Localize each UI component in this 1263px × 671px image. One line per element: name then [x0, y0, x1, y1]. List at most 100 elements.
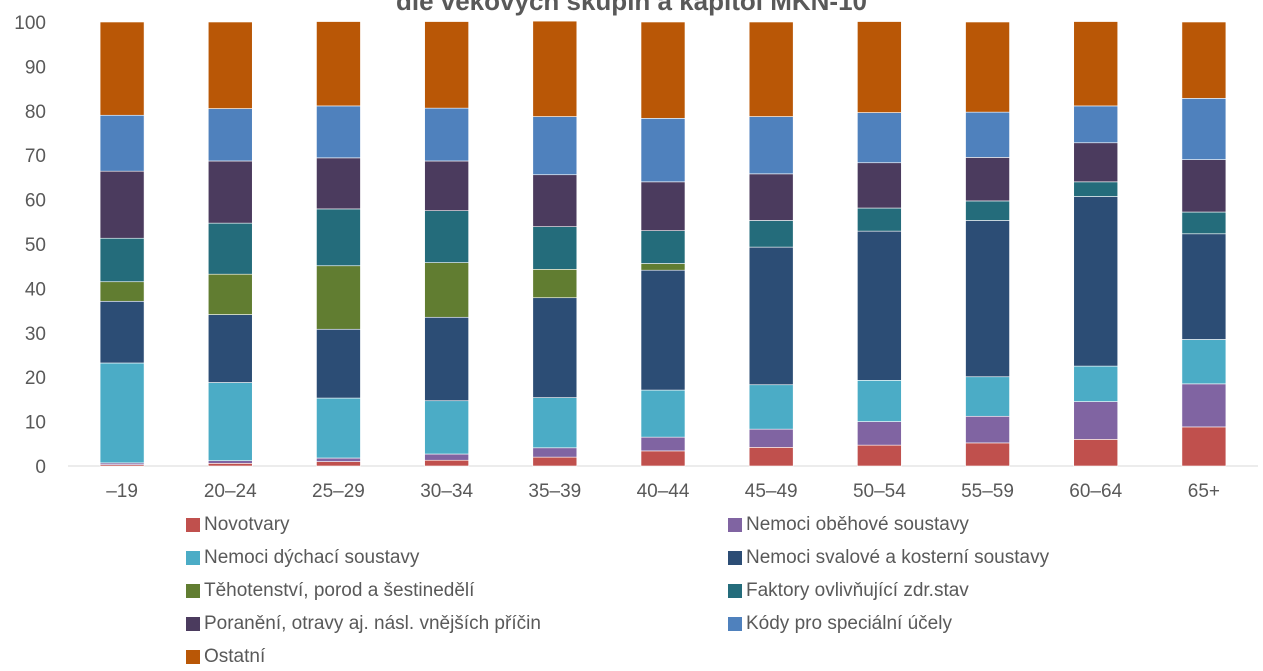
- y-tick-label: 40: [25, 279, 46, 300]
- legend-swatch: [186, 650, 200, 664]
- legend-swatch: [728, 551, 742, 565]
- bar-segment: [99, 21, 145, 116]
- bar-segment: [640, 450, 686, 467]
- bar-segment: [207, 160, 253, 224]
- bar-segment: [965, 157, 1010, 202]
- legend-swatch: [186, 518, 200, 532]
- bar-segment: [640, 436, 686, 452]
- bar-segment: [1073, 365, 1119, 402]
- bar-segment: [857, 421, 902, 446]
- bar-segment: [965, 442, 1010, 467]
- y-tick-label: 80: [25, 102, 46, 123]
- bar-segment: [748, 173, 794, 221]
- bar-segment: [316, 457, 361, 462]
- bar-segment: [1073, 181, 1119, 197]
- legend-label: Ostatní: [204, 646, 266, 667]
- bar-segment: [207, 463, 253, 467]
- bar-segment: [99, 170, 145, 239]
- y-tick-label: 100: [14, 13, 46, 34]
- y-tick-label: 60: [25, 191, 46, 212]
- bar-segment: [857, 230, 902, 381]
- legend-label: Poranění, otravy aj. násl. vnějších příč…: [204, 613, 541, 634]
- legend-label: Nemoci oběhové soustavy: [746, 514, 969, 535]
- y-axis-ticks: 0 10 20 30 40 50 60 70 80 90 100: [14, 13, 46, 478]
- x-tick-label: –19: [106, 481, 138, 502]
- bar-segment: [965, 21, 1010, 113]
- bar-segment: [99, 114, 145, 172]
- bar-segment: [532, 447, 578, 458]
- legend-label: Nemoci dýchací soustavy: [204, 547, 420, 568]
- bar-segment: [640, 118, 686, 183]
- bar-segment: [640, 21, 686, 119]
- bar-segment: [424, 107, 469, 162]
- bar-segment: [857, 112, 902, 164]
- bar-segment: [532, 226, 578, 270]
- bar-segment: [640, 181, 686, 231]
- bar-segment: [1181, 159, 1227, 213]
- y-tick-label: 30: [25, 324, 46, 345]
- x-axis-ticks: –19 20–24 25–29 30–34 35–39 40–44 45–49 50–54 55…: [106, 481, 1220, 502]
- bar-segment: [424, 262, 469, 318]
- legend-label: Novotvary: [204, 514, 290, 535]
- bar-segment: [532, 116, 578, 176]
- bar-segment: [207, 314, 253, 383]
- legend-item: Novotvary: [186, 511, 290, 539]
- bar-segment: [965, 220, 1010, 378]
- bar-segment: [316, 21, 361, 107]
- bar-segment: [1181, 98, 1227, 160]
- bar-segment: [532, 174, 578, 227]
- stacked-bar-chart: 0 10 20 30 40 50 60 70 80 90 100 –19 20–24 25–29 30–3…: [14, 13, 1258, 502]
- bars-group: [99, 20, 1227, 467]
- legend-swatch: [728, 518, 742, 532]
- bar-segment: [424, 459, 469, 467]
- bar-segment: [99, 362, 145, 464]
- bar-segment: [424, 316, 469, 402]
- bar-segment: [857, 444, 902, 467]
- legend-item: Faktory ovlivňující zdr.stav: [728, 577, 969, 605]
- bar-segment: [424, 453, 469, 461]
- bar-segment: [207, 108, 253, 162]
- bar-segment: [1181, 21, 1227, 99]
- bar-segment: [1181, 233, 1227, 340]
- x-tick-label: 55–59: [961, 481, 1014, 502]
- bar-segment: [640, 263, 686, 271]
- legend-label: Nemoci svalové a kosterní soustavy: [746, 547, 1050, 568]
- bar-segment: [965, 415, 1010, 444]
- bar-segment: [640, 230, 686, 264]
- bar-segment: [424, 21, 469, 109]
- bar-segment: [424, 160, 469, 212]
- x-tick-label: 45–49: [745, 481, 798, 502]
- bar-segment: [1073, 142, 1119, 183]
- bar-segment: [1181, 339, 1227, 385]
- bar-segment: [965, 376, 1010, 417]
- bar-segment: [857, 380, 902, 422]
- bar-segment: [857, 21, 902, 113]
- legend-swatch: [728, 617, 742, 631]
- legend-item: Nemoci dýchací soustavy: [186, 544, 419, 572]
- legend-label: Těhotenství, porod a šestinedělí: [204, 580, 475, 601]
- legend-swatch: [186, 584, 200, 598]
- bar-segment: [99, 237, 145, 283]
- y-tick-label: 0: [35, 457, 46, 478]
- bar-segment: [207, 460, 253, 464]
- bar-segment: [316, 208, 361, 267]
- legend-label: Kódy pro speciální účely: [746, 613, 952, 634]
- x-tick-label: 30–34: [420, 481, 473, 502]
- bar-segment: [316, 265, 361, 330]
- legend-item: Těhotenství, porod a šestinedělí: [186, 577, 474, 605]
- bar-segment: [748, 428, 794, 448]
- bar-segment: [532, 297, 578, 398]
- bar-segment: [316, 328, 361, 399]
- bar-segment: [1073, 21, 1119, 107]
- bar-segment: [965, 200, 1010, 221]
- x-tick-label: 40–44: [637, 481, 690, 502]
- bar-segment: [207, 21, 253, 109]
- x-tick-label: 25–29: [312, 481, 365, 502]
- bar-segment: [1073, 196, 1119, 367]
- bar-segment: [207, 222, 253, 275]
- legend-item: Nemoci oběhové soustavy: [728, 511, 969, 539]
- legend-item: Ostatní: [186, 643, 265, 671]
- bar-segment: [1181, 211, 1227, 235]
- y-tick-label: 50: [25, 235, 46, 256]
- bar-segment: [748, 21, 794, 117]
